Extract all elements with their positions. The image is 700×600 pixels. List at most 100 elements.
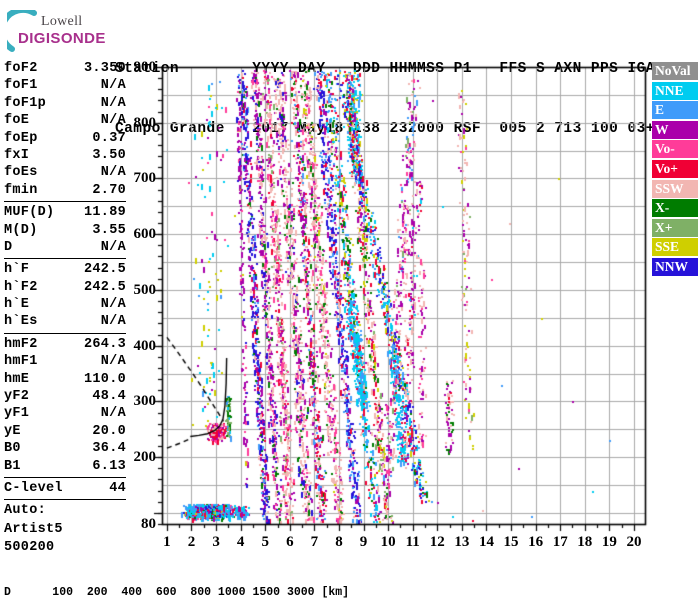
param-value: N/A (100, 78, 126, 94)
param-label: h`Es (4, 314, 38, 330)
x-axis-tick-label-11: 11 (405, 534, 420, 550)
y-axis-tick-label-200: 200 (133, 449, 157, 466)
param-value: 44 (109, 480, 126, 496)
y-axis-tick-label-500: 500 (133, 281, 157, 298)
logo-lowell-text: Lowell (41, 14, 83, 29)
logo-digisonde-text: DIGISONDE (18, 30, 106, 47)
x-axis-tick-label-5: 5 (261, 534, 269, 550)
param-label: foE (4, 113, 30, 129)
x-axis-tick-label-6: 6 (286, 534, 294, 550)
logo-crescent-icon (7, 10, 37, 52)
param-value: 0.37 (92, 130, 126, 146)
y-axis-tick-label-600: 600 (133, 226, 157, 243)
x-axis-tick-label-16: 16 (528, 534, 544, 550)
param-value: 110.0 (83, 371, 126, 387)
param-value: 264.3 (83, 336, 126, 352)
param-row-fof1: foF1 N/A (4, 77, 126, 94)
param-row-fof1p: foF1p N/A (4, 95, 126, 112)
legend-item-nne: NNE (652, 81, 698, 100)
param-row-fmin: fmin 2.70 (4, 182, 126, 199)
param-row-yf1: yF1 N/A (4, 405, 126, 422)
param-value: N/A (100, 297, 126, 313)
param-label: B0 (4, 441, 21, 457)
x-axis-tick-label-14: 14 (478, 534, 494, 550)
x-axis-tick-label-13: 13 (454, 534, 470, 550)
param-value: 36.4 (92, 441, 126, 457)
legend-item-vo: Vo- (652, 140, 698, 159)
x-axis-tick-label-4: 4 (236, 534, 245, 550)
x-axis-tick-label-1: 1 (163, 534, 171, 550)
param-row-yf2: yF2 48.4 (4, 388, 126, 405)
param-label: foF2 (4, 61, 38, 76)
param-label: C-level (4, 480, 63, 496)
param-label: foF1p (4, 95, 47, 111)
y-axis-tick-label-300: 300 (133, 393, 157, 410)
param-value: N/A (100, 95, 126, 111)
param-row-b1: B1 6.13 (4, 458, 126, 475)
panel-divider (4, 476, 126, 478)
param-row-hme: hmE 110.0 (4, 371, 126, 388)
param-row-d: D N/A (4, 239, 126, 256)
panel-divider (4, 332, 126, 334)
param-label: yE (4, 423, 21, 439)
panel-divider (4, 201, 126, 203)
y-axis-tick-label-400: 400 (133, 337, 157, 354)
param-row-foes: foEs N/A (4, 164, 126, 181)
param-value: N/A (100, 113, 126, 129)
legend-item-w: W (652, 120, 698, 139)
param-label: fxI (4, 147, 30, 163)
x-axis-tick-label-2: 2 (187, 534, 196, 550)
x-axis-tick-label-7: 7 (310, 534, 319, 550)
param-label: foF1 (4, 78, 38, 94)
direction-color-legend: NoVal NNE E W Vo- Vo+ SSW X- X+ SSE NNW (652, 62, 698, 278)
param-label: hmF1 (4, 354, 38, 370)
param-row-hmf2: hmF2 264.3 (4, 336, 126, 353)
autoscaling-info-line: 500200 (4, 540, 55, 556)
param-value: N/A (100, 165, 126, 181)
bottom-scales: D 100 200 400 600 800 1000 1500 3000 [km… (4, 559, 694, 600)
param-label: hmF2 (4, 336, 38, 352)
legend-item-e: E (652, 101, 698, 120)
param-row-mufd: MUF(D) 11.89 (4, 204, 126, 221)
param-label: B1 (4, 458, 21, 474)
lowell-digisonde-logo: Lowell DIGISONDE (5, 6, 120, 54)
param-label: M(D) (4, 222, 38, 238)
legend-item-nnw: NNW (652, 257, 698, 276)
y-axis-tick-label-700: 700 (133, 170, 157, 187)
param-value: N/A (100, 239, 126, 255)
param-value: 242.5 (83, 279, 126, 295)
x-axis-tick-label-17: 17 (552, 534, 568, 550)
param-label: foEs (4, 165, 38, 181)
x-axis-tick-label-19: 19 (601, 534, 617, 550)
legend-item-ssw: SSW (652, 179, 698, 198)
y-axis-tick-label-900: 900 (133, 59, 157, 75)
param-label: foEp (4, 130, 38, 146)
param-value: 3.55 (92, 222, 126, 238)
param-row-hmf1: hmF1 N/A (4, 353, 126, 370)
x-axis-tick-label-15: 15 (503, 534, 519, 550)
param-label: h`E (4, 297, 30, 313)
x-axis-tick-label-10: 10 (380, 534, 396, 550)
d-distance-scale-row: D 100 200 400 600 800 1000 1500 3000 [km… (4, 586, 350, 599)
param-row-clevel: C-level 44 (4, 480, 126, 497)
param-label: fmin (4, 182, 38, 198)
param-row-hes: h`Es N/A (4, 313, 126, 330)
param-row-foep: foEp 0.37 (4, 130, 126, 147)
param-value: 242.5 (83, 262, 126, 278)
y-axis-tick-label-800: 800 (133, 114, 157, 131)
param-value: 3.50 (92, 147, 126, 163)
legend-item-sse: SSE (652, 238, 698, 257)
autoscaling-info-line: Artist5 (4, 521, 63, 537)
param-label: yF1 (4, 406, 30, 422)
param-value: N/A (100, 406, 126, 422)
param-label: MUF(D) (4, 205, 55, 221)
param-label: hmE (4, 371, 30, 387)
param-value: 6.13 (92, 458, 126, 474)
param-row-he: h`E N/A (4, 296, 126, 313)
param-label: h`F (4, 262, 30, 278)
x-axis-tick-label-12: 12 (429, 534, 445, 550)
x-axis-tick-label-9: 9 (359, 534, 368, 550)
param-row-ye: yE 20.0 (4, 423, 126, 440)
param-value: 11.89 (83, 205, 126, 221)
autoscaling-info-line: Auto: (4, 503, 47, 519)
